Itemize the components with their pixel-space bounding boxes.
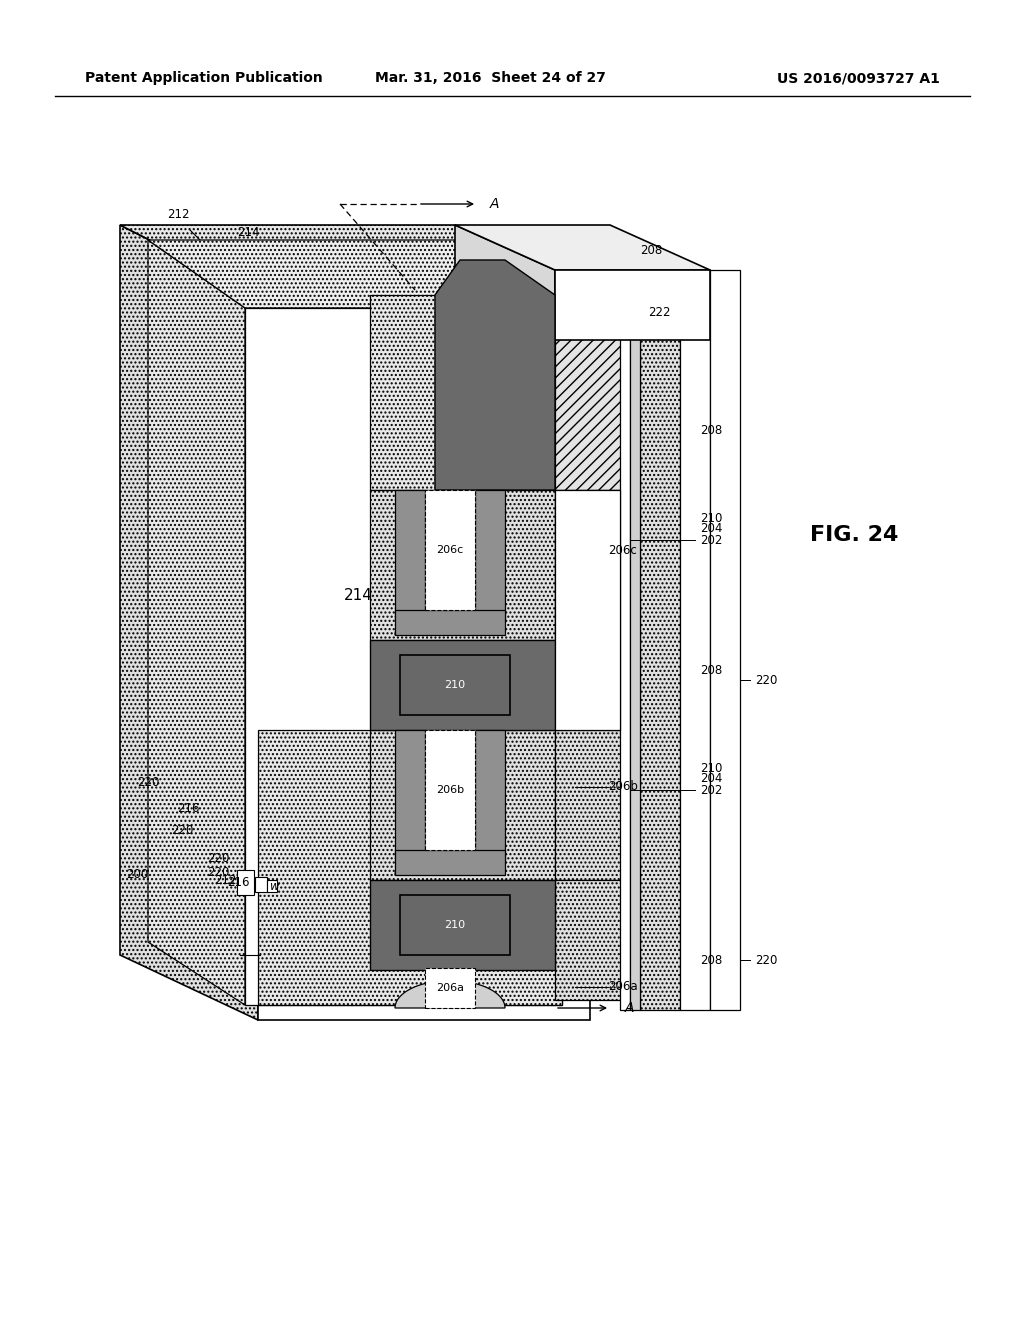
Text: 220: 220 xyxy=(137,776,159,788)
Bar xyxy=(267,880,278,892)
Text: 212: 212 xyxy=(214,874,237,887)
Polygon shape xyxy=(710,271,740,1010)
Text: 206a: 206a xyxy=(608,981,638,994)
Bar xyxy=(425,730,475,850)
Polygon shape xyxy=(148,240,245,1005)
Polygon shape xyxy=(630,271,640,1010)
Text: 214: 214 xyxy=(237,226,259,239)
Text: 216: 216 xyxy=(177,801,200,814)
Text: A: A xyxy=(490,197,500,211)
Polygon shape xyxy=(555,271,710,490)
Polygon shape xyxy=(120,224,258,1020)
Polygon shape xyxy=(555,730,710,880)
Polygon shape xyxy=(555,490,620,730)
Polygon shape xyxy=(395,730,425,861)
Polygon shape xyxy=(395,847,505,875)
Text: 206c: 206c xyxy=(608,544,637,557)
Polygon shape xyxy=(455,224,555,341)
Text: US 2016/0093727 A1: US 2016/0093727 A1 xyxy=(777,71,940,84)
Polygon shape xyxy=(370,880,555,970)
Text: 200: 200 xyxy=(126,869,148,882)
Text: FIG. 24: FIG. 24 xyxy=(810,525,898,545)
Text: 210: 210 xyxy=(444,680,466,690)
Polygon shape xyxy=(258,294,590,1020)
Text: 210: 210 xyxy=(700,511,722,524)
Bar xyxy=(400,895,510,954)
Text: Patent Application Publication: Patent Application Publication xyxy=(85,71,323,84)
Text: 202: 202 xyxy=(700,784,722,796)
Polygon shape xyxy=(395,981,505,1008)
Polygon shape xyxy=(555,880,710,1001)
Text: 206b: 206b xyxy=(436,785,464,795)
Text: 202: 202 xyxy=(700,533,722,546)
Bar xyxy=(255,876,267,892)
Polygon shape xyxy=(640,271,680,1010)
Text: 204: 204 xyxy=(700,521,722,535)
Text: 220: 220 xyxy=(207,851,229,865)
Text: w: w xyxy=(270,880,280,894)
Polygon shape xyxy=(370,640,555,730)
Polygon shape xyxy=(370,730,555,880)
Text: 206b: 206b xyxy=(608,780,638,793)
Polygon shape xyxy=(395,607,505,635)
Text: 208: 208 xyxy=(700,953,722,966)
Text: 210: 210 xyxy=(700,762,722,775)
Text: 220: 220 xyxy=(207,866,229,879)
Text: 208: 208 xyxy=(640,243,663,256)
Bar xyxy=(425,968,475,1008)
Polygon shape xyxy=(245,308,562,1005)
Text: 214: 214 xyxy=(344,587,373,602)
Text: 216: 216 xyxy=(226,875,249,888)
Polygon shape xyxy=(475,730,505,861)
Polygon shape xyxy=(435,260,555,490)
Text: 212: 212 xyxy=(167,209,189,222)
Polygon shape xyxy=(475,490,505,620)
Bar xyxy=(237,870,254,895)
Bar xyxy=(400,655,510,715)
Polygon shape xyxy=(555,271,710,341)
Polygon shape xyxy=(455,224,710,271)
Text: 220: 220 xyxy=(171,824,194,837)
Text: Mar. 31, 2016  Sheet 24 of 27: Mar. 31, 2016 Sheet 24 of 27 xyxy=(375,71,605,84)
Text: 222: 222 xyxy=(648,305,671,318)
Bar xyxy=(425,490,475,610)
Text: 206a: 206a xyxy=(436,983,464,993)
Text: 210: 210 xyxy=(444,920,466,931)
Text: 220: 220 xyxy=(755,673,777,686)
Text: 206c: 206c xyxy=(436,545,464,554)
Polygon shape xyxy=(370,490,555,640)
Polygon shape xyxy=(395,610,505,635)
Polygon shape xyxy=(620,271,630,1010)
Text: 220: 220 xyxy=(755,953,777,966)
Polygon shape xyxy=(395,850,505,875)
Polygon shape xyxy=(555,490,710,730)
Text: 204: 204 xyxy=(700,771,722,784)
Polygon shape xyxy=(370,294,435,490)
Text: 208: 208 xyxy=(700,424,722,437)
Polygon shape xyxy=(258,730,562,1005)
Text: 208: 208 xyxy=(700,664,722,676)
Text: A: A xyxy=(625,1001,635,1015)
Polygon shape xyxy=(395,490,425,620)
Polygon shape xyxy=(680,271,710,1010)
Polygon shape xyxy=(148,240,562,308)
Polygon shape xyxy=(120,224,590,294)
